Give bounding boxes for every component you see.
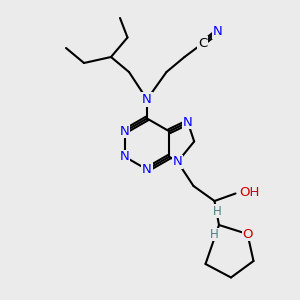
Text: N: N: [142, 93, 152, 106]
Text: N: N: [183, 116, 193, 129]
Text: N: N: [120, 125, 130, 138]
Text: N: N: [173, 155, 182, 168]
Text: H: H: [213, 205, 222, 218]
Text: O: O: [242, 227, 253, 241]
Text: N: N: [213, 25, 222, 38]
Text: C: C: [198, 37, 207, 50]
Text: OH: OH: [239, 185, 260, 199]
Text: H: H: [210, 228, 219, 241]
Text: N: N: [120, 150, 130, 163]
Text: N: N: [142, 163, 152, 176]
